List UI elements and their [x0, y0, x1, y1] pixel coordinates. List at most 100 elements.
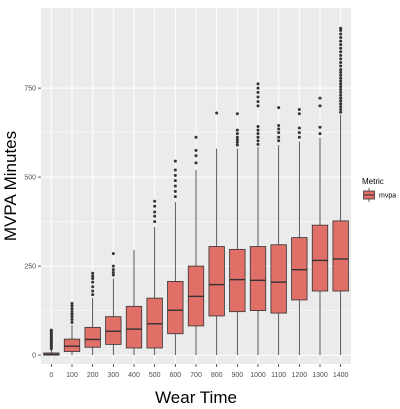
outlier-point — [256, 104, 260, 108]
outlier-point — [256, 90, 260, 94]
x-tick-label: 0 — [49, 372, 53, 379]
box-1200 — [291, 107, 308, 356]
outlier-point — [70, 315, 74, 319]
outlier-point — [339, 32, 343, 36]
box-500 — [146, 199, 163, 356]
outlier-point — [277, 127, 281, 131]
box-700 — [187, 135, 205, 356]
y-tick-label: 750 — [24, 86, 36, 93]
outlier-point — [339, 99, 343, 103]
x-tick-label: 800 — [211, 372, 223, 379]
outlier-point — [235, 132, 239, 136]
outlier-point — [339, 28, 343, 32]
box-600 — [167, 159, 184, 356]
outlier-point — [173, 168, 177, 172]
outlier-point — [173, 184, 177, 188]
outlier-point — [111, 273, 115, 277]
outlier-point — [256, 135, 260, 139]
outlier-point — [339, 57, 343, 61]
outlier-point — [235, 128, 239, 132]
outlier-point — [339, 50, 343, 54]
outlier-point — [256, 82, 260, 86]
outlier-point — [297, 135, 301, 139]
outlier-point — [339, 96, 343, 100]
outlier-point — [339, 85, 343, 89]
outlier-point — [256, 142, 260, 146]
x-tick-label: 1300 — [312, 372, 328, 379]
x-tick-label: 1100 — [271, 372, 286, 379]
outlier-point — [339, 43, 343, 47]
x-axis: 0 100 200 300 400 500 600 700 800 900 1000 1100 1200… — [49, 364, 349, 379]
outlier-point — [277, 139, 281, 143]
y-tick-label: 250 — [24, 264, 36, 271]
legend-title: Metric — [362, 177, 384, 186]
outlier-point — [339, 93, 343, 97]
outlier-point — [173, 179, 177, 183]
y-axis-title: MVPA Minutes — [1, 131, 20, 241]
iqr-box — [84, 326, 101, 348]
outlier-point — [339, 46, 343, 50]
box-800 — [208, 111, 225, 356]
iqr-box — [229, 248, 246, 313]
outlier-point — [339, 68, 343, 72]
outlier-point — [277, 135, 281, 139]
outlier-point — [91, 293, 95, 297]
outlier-point — [339, 70, 343, 74]
outlier-point — [173, 189, 177, 193]
outlier-point — [339, 64, 343, 68]
outlier-point — [91, 277, 95, 281]
y-tick-label: 500 — [24, 175, 36, 182]
box-300 — [105, 252, 122, 356]
x-tick-label: 900 — [231, 372, 243, 379]
x-tick-label: 1400 — [333, 372, 349, 379]
outlier-point — [111, 268, 115, 272]
outlier-point — [256, 128, 260, 132]
outlier-point — [339, 76, 343, 80]
outlier-point — [194, 148, 198, 152]
outlier-point — [339, 36, 343, 40]
outlier-point — [277, 106, 281, 110]
legend: Metric mvpa — [362, 177, 396, 202]
outlier-point — [339, 53, 343, 57]
outlier-point — [339, 107, 343, 111]
iqr-box — [146, 297, 163, 349]
box-900 — [229, 112, 246, 356]
box-400 — [125, 250, 143, 356]
y-axis: 0 250 500 750 — [24, 86, 41, 360]
x-tick-label: 700 — [190, 372, 202, 379]
x-tick-label: 200 — [87, 372, 99, 379]
iqr-box — [249, 246, 267, 312]
iqr-box — [125, 305, 143, 349]
iqr-box — [332, 220, 349, 292]
outlier-point — [297, 107, 301, 111]
box-100 — [63, 301, 81, 356]
outlier-point — [277, 131, 281, 135]
outlier-point — [153, 210, 157, 214]
outlier-point — [318, 104, 322, 108]
outlier-point — [70, 307, 74, 311]
outlier-point — [70, 301, 74, 305]
outlier-point — [339, 102, 343, 106]
outlier-point — [256, 139, 260, 143]
outlier-point — [297, 126, 301, 130]
iqr-box — [311, 224, 329, 292]
outlier-point — [256, 95, 260, 99]
outlier-point — [91, 274, 95, 278]
outlier-point — [91, 289, 95, 293]
outlier-point — [111, 271, 115, 275]
outlier-point — [339, 79, 343, 83]
outlier-point — [339, 26, 343, 30]
iqr-box — [208, 246, 225, 317]
outlier-point — [339, 110, 343, 114]
outlier-point — [70, 318, 74, 321]
outlier-point — [173, 173, 177, 177]
boxes — [43, 26, 349, 356]
box-1100 — [270, 106, 287, 356]
outlier-point — [111, 264, 115, 268]
outlier-point — [318, 96, 322, 100]
outlier-point — [339, 60, 343, 64]
outlier-point — [91, 271, 95, 275]
outlier-point — [153, 204, 157, 208]
outlier-point — [215, 111, 219, 115]
outlier-point — [194, 135, 198, 139]
